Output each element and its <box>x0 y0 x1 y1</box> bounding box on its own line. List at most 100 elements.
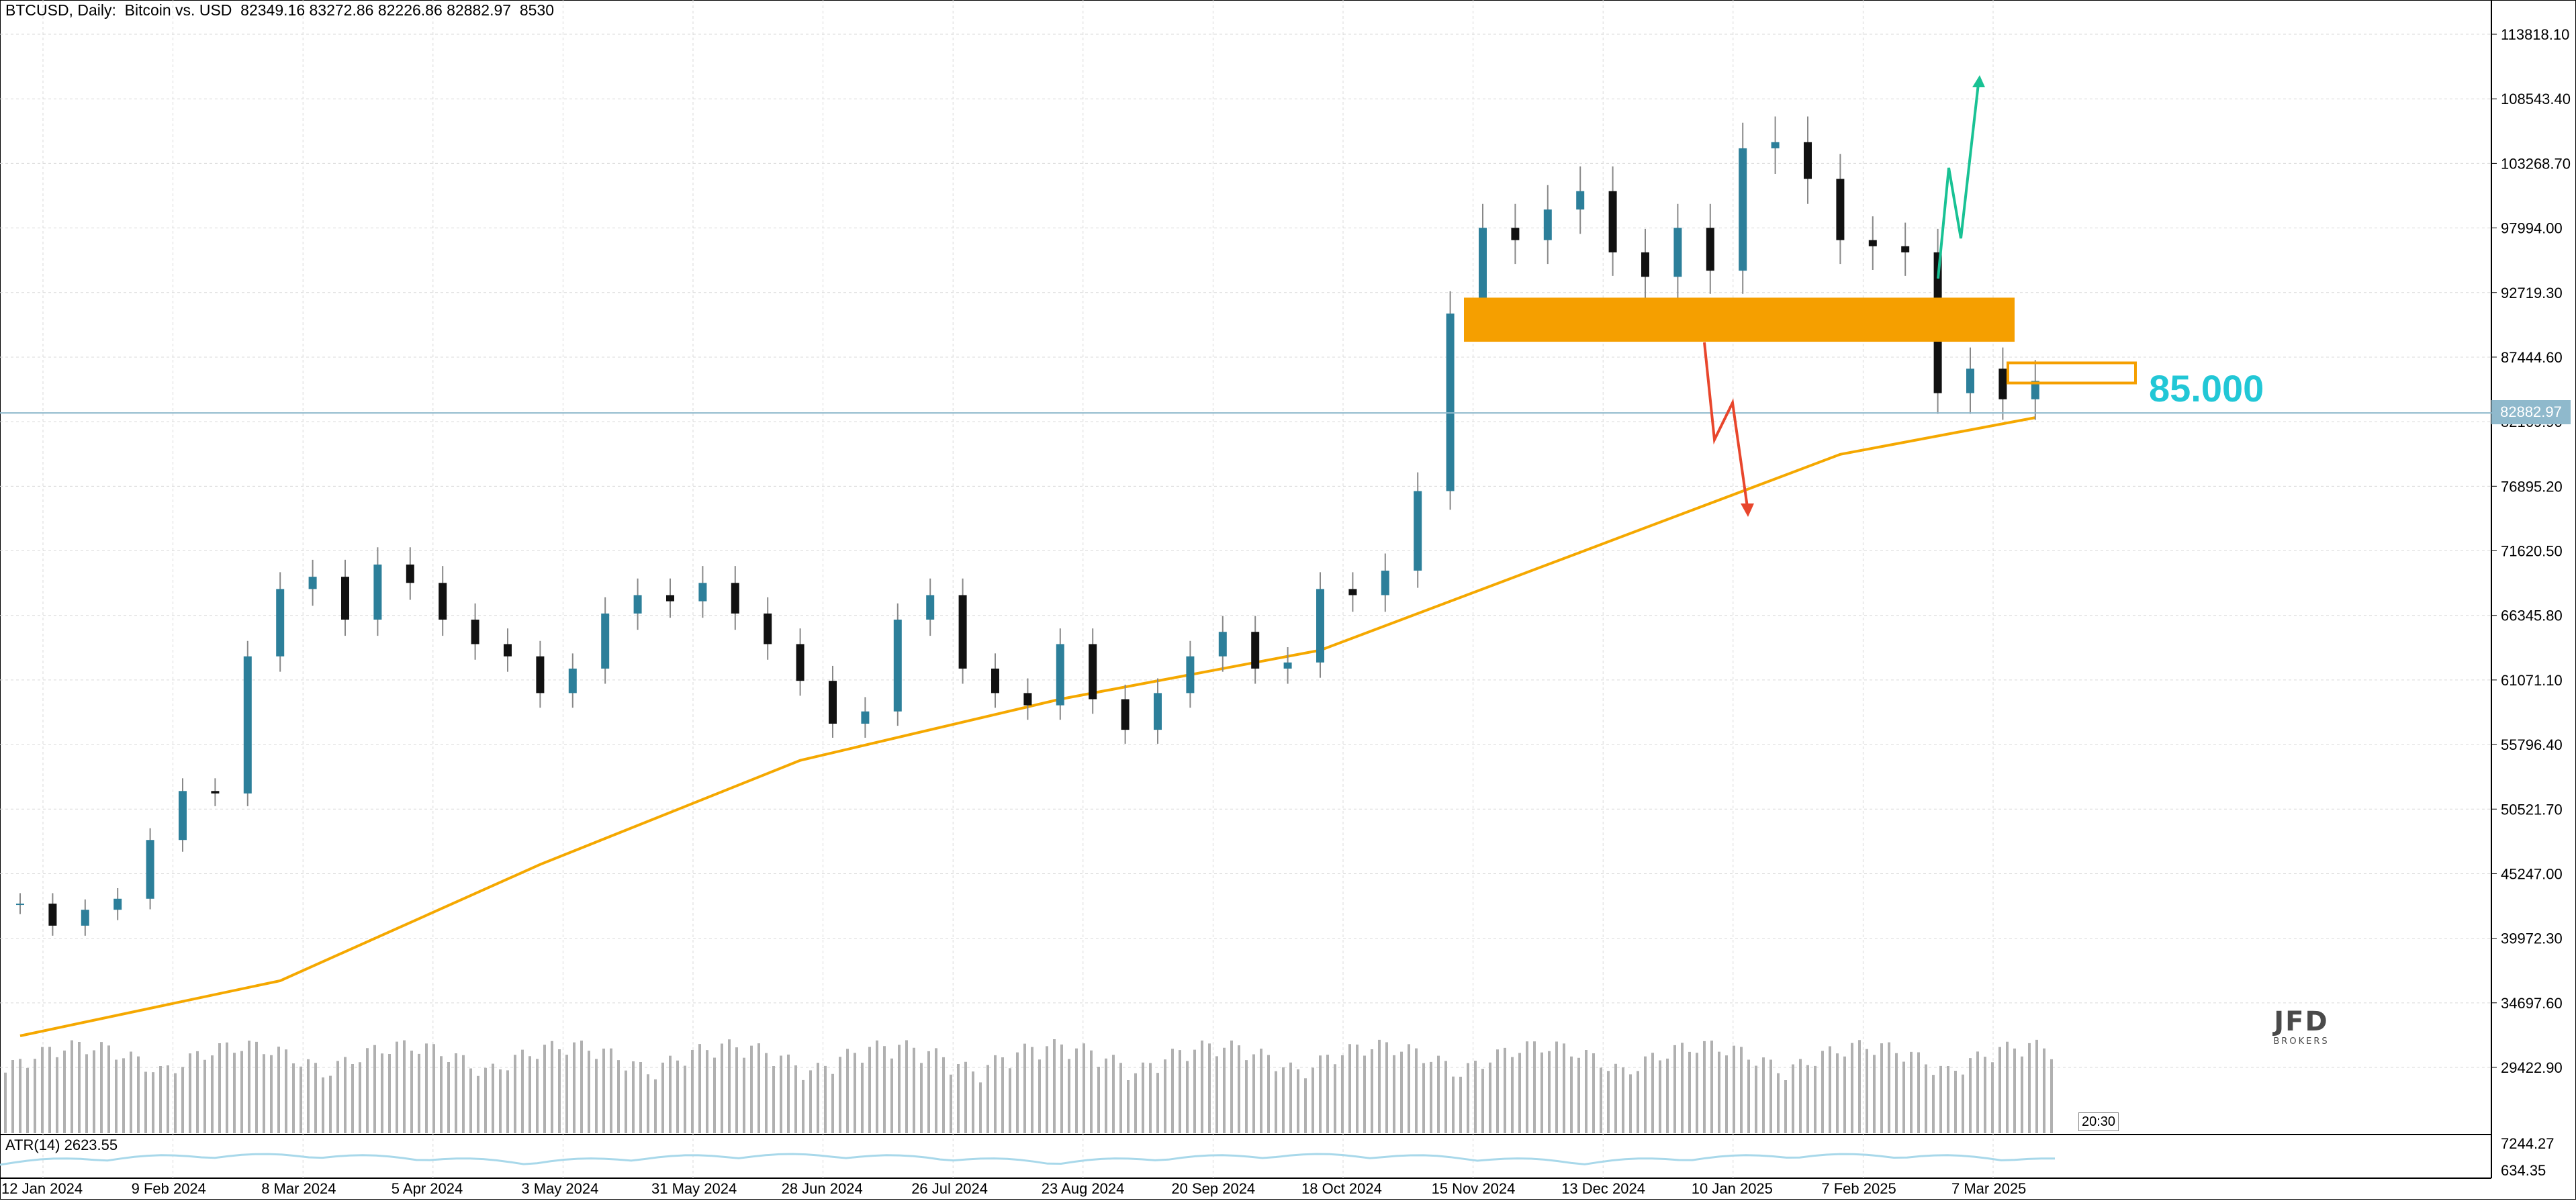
y-tick-label: 61071.10 <box>2501 672 2563 689</box>
logo-subtext: BROKERS <box>2273 1037 2330 1047</box>
candle-body <box>308 577 317 589</box>
atr-indicator-label: ATR(14) 2623.55 <box>5 1137 118 1153</box>
x-tick-label: 28 Jun 2024 <box>782 1180 863 1197</box>
x-tick-label: 31 May 2024 <box>651 1180 737 1197</box>
candle-timer: 20:30 <box>2078 1112 2119 1131</box>
candle-body <box>1706 228 1714 271</box>
candle-body <box>568 668 577 693</box>
candle-body <box>1608 191 1617 252</box>
candle-body <box>1316 589 1324 663</box>
candle-body <box>243 656 252 793</box>
candle-body <box>991 668 999 693</box>
candle-body <box>1283 662 1292 669</box>
resistance-zone <box>1464 297 2015 342</box>
candle-body <box>926 595 935 620</box>
y-tick-label: 71620.50 <box>2501 543 2563 560</box>
level-annotation: 85.000 <box>2149 367 2264 410</box>
candle-body <box>1641 252 1649 277</box>
x-tick-label: 3 May 2024 <box>521 1180 598 1197</box>
candle-body <box>633 595 642 614</box>
y-tick-label: 50521.70 <box>2501 801 2563 818</box>
candle-body <box>48 904 57 926</box>
candle-body <box>1804 142 1812 179</box>
candle-body <box>666 595 674 602</box>
candle-body <box>1868 240 1877 246</box>
x-tick-label: 12 Jan 2024 <box>1 1180 83 1197</box>
candle-body <box>1739 148 1747 271</box>
candle-body <box>276 589 285 657</box>
candle-body <box>373 564 382 620</box>
atr-y-tick-label: 7244.27 <box>2501 1135 2555 1152</box>
candle-body <box>341 577 349 620</box>
bullish-arrowhead <box>1972 75 1985 87</box>
candle-body <box>16 904 24 906</box>
atr-y-tick-label: 634.35 <box>2501 1162 2546 1179</box>
candle-body <box>1023 693 1032 706</box>
candle-body <box>1543 209 1552 240</box>
x-tick-label: 18 Oct 2024 <box>1301 1180 1382 1197</box>
current-price-tag: 82882.97 <box>2491 400 2571 424</box>
candle-body <box>471 619 479 644</box>
x-tick-label: 9 Feb 2024 <box>132 1180 206 1197</box>
atr-line <box>0 1153 2056 1166</box>
candle-body <box>893 619 902 712</box>
x-tick-label: 26 Jul 2024 <box>911 1180 988 1197</box>
candle-body <box>1414 491 1422 571</box>
candle-body <box>1576 191 1585 210</box>
y-tick-label: 55796.40 <box>2501 736 2563 753</box>
candle-body <box>1154 693 1162 730</box>
candle-body <box>1218 632 1227 657</box>
y-tick-label: 92719.30 <box>2501 285 2563 301</box>
candle-body <box>81 910 89 926</box>
candle-body <box>1836 179 1845 240</box>
level-box <box>2007 361 2137 385</box>
candle-body <box>1251 632 1260 669</box>
candle-body <box>1479 228 1487 314</box>
y-tick-label: 34697.60 <box>2501 995 2563 1012</box>
candle-body <box>829 681 837 724</box>
candle-body <box>731 583 739 614</box>
x-tick-label: 15 Nov 2024 <box>1432 1180 1516 1197</box>
candle-body <box>113 898 122 910</box>
y-tick-label: 76895.20 <box>2501 478 2563 495</box>
candle-body <box>1381 571 1389 595</box>
x-tick-label: 13 Dec 2024 <box>1561 1180 1645 1197</box>
candle-body <box>406 564 414 583</box>
x-tick-label: 10 Jan 2025 <box>1692 1180 1773 1197</box>
x-tick-label: 8 Mar 2024 <box>261 1180 336 1197</box>
y-tick-label: 45247.00 <box>2501 865 2563 882</box>
candle-body <box>1771 142 1780 148</box>
candle-body <box>2031 381 2039 399</box>
candle-body <box>1121 699 1130 730</box>
candle-body <box>601 613 610 669</box>
bearish-arrowhead <box>1741 503 1754 517</box>
candle-body <box>958 595 967 669</box>
x-tick-label: 7 Feb 2025 <box>1821 1180 1896 1197</box>
logo-text: JFD <box>2274 1006 2329 1037</box>
x-tick-label: 23 Aug 2024 <box>1042 1180 1125 1197</box>
candle-body <box>179 791 187 840</box>
y-tick-label: 103268.70 <box>2501 155 2571 172</box>
candle-body <box>1511 228 1520 240</box>
candle-body <box>1446 314 1455 491</box>
candle-body <box>1056 644 1064 706</box>
y-tick-label: 66345.80 <box>2501 608 2563 624</box>
candle-body <box>1348 589 1357 595</box>
candle-body <box>211 791 220 793</box>
candle-body <box>1901 246 1910 252</box>
y-tick-label: 108543.40 <box>2501 91 2571 107</box>
candle-body <box>1089 644 1097 700</box>
candle-body <box>536 656 545 693</box>
y-tick-label: 29422.90 <box>2501 1059 2563 1076</box>
candle-body <box>504 644 512 657</box>
candle-body <box>1966 369 1974 393</box>
bullish-scenario-arrow <box>1937 83 1980 279</box>
y-tick-label: 87444.60 <box>2501 349 2563 366</box>
candle-body <box>146 840 154 899</box>
x-tick-label: 5 Apr 2024 <box>392 1180 463 1197</box>
broker-logo: JFD BROKERS <box>2264 1007 2338 1050</box>
candle-body <box>861 711 870 724</box>
